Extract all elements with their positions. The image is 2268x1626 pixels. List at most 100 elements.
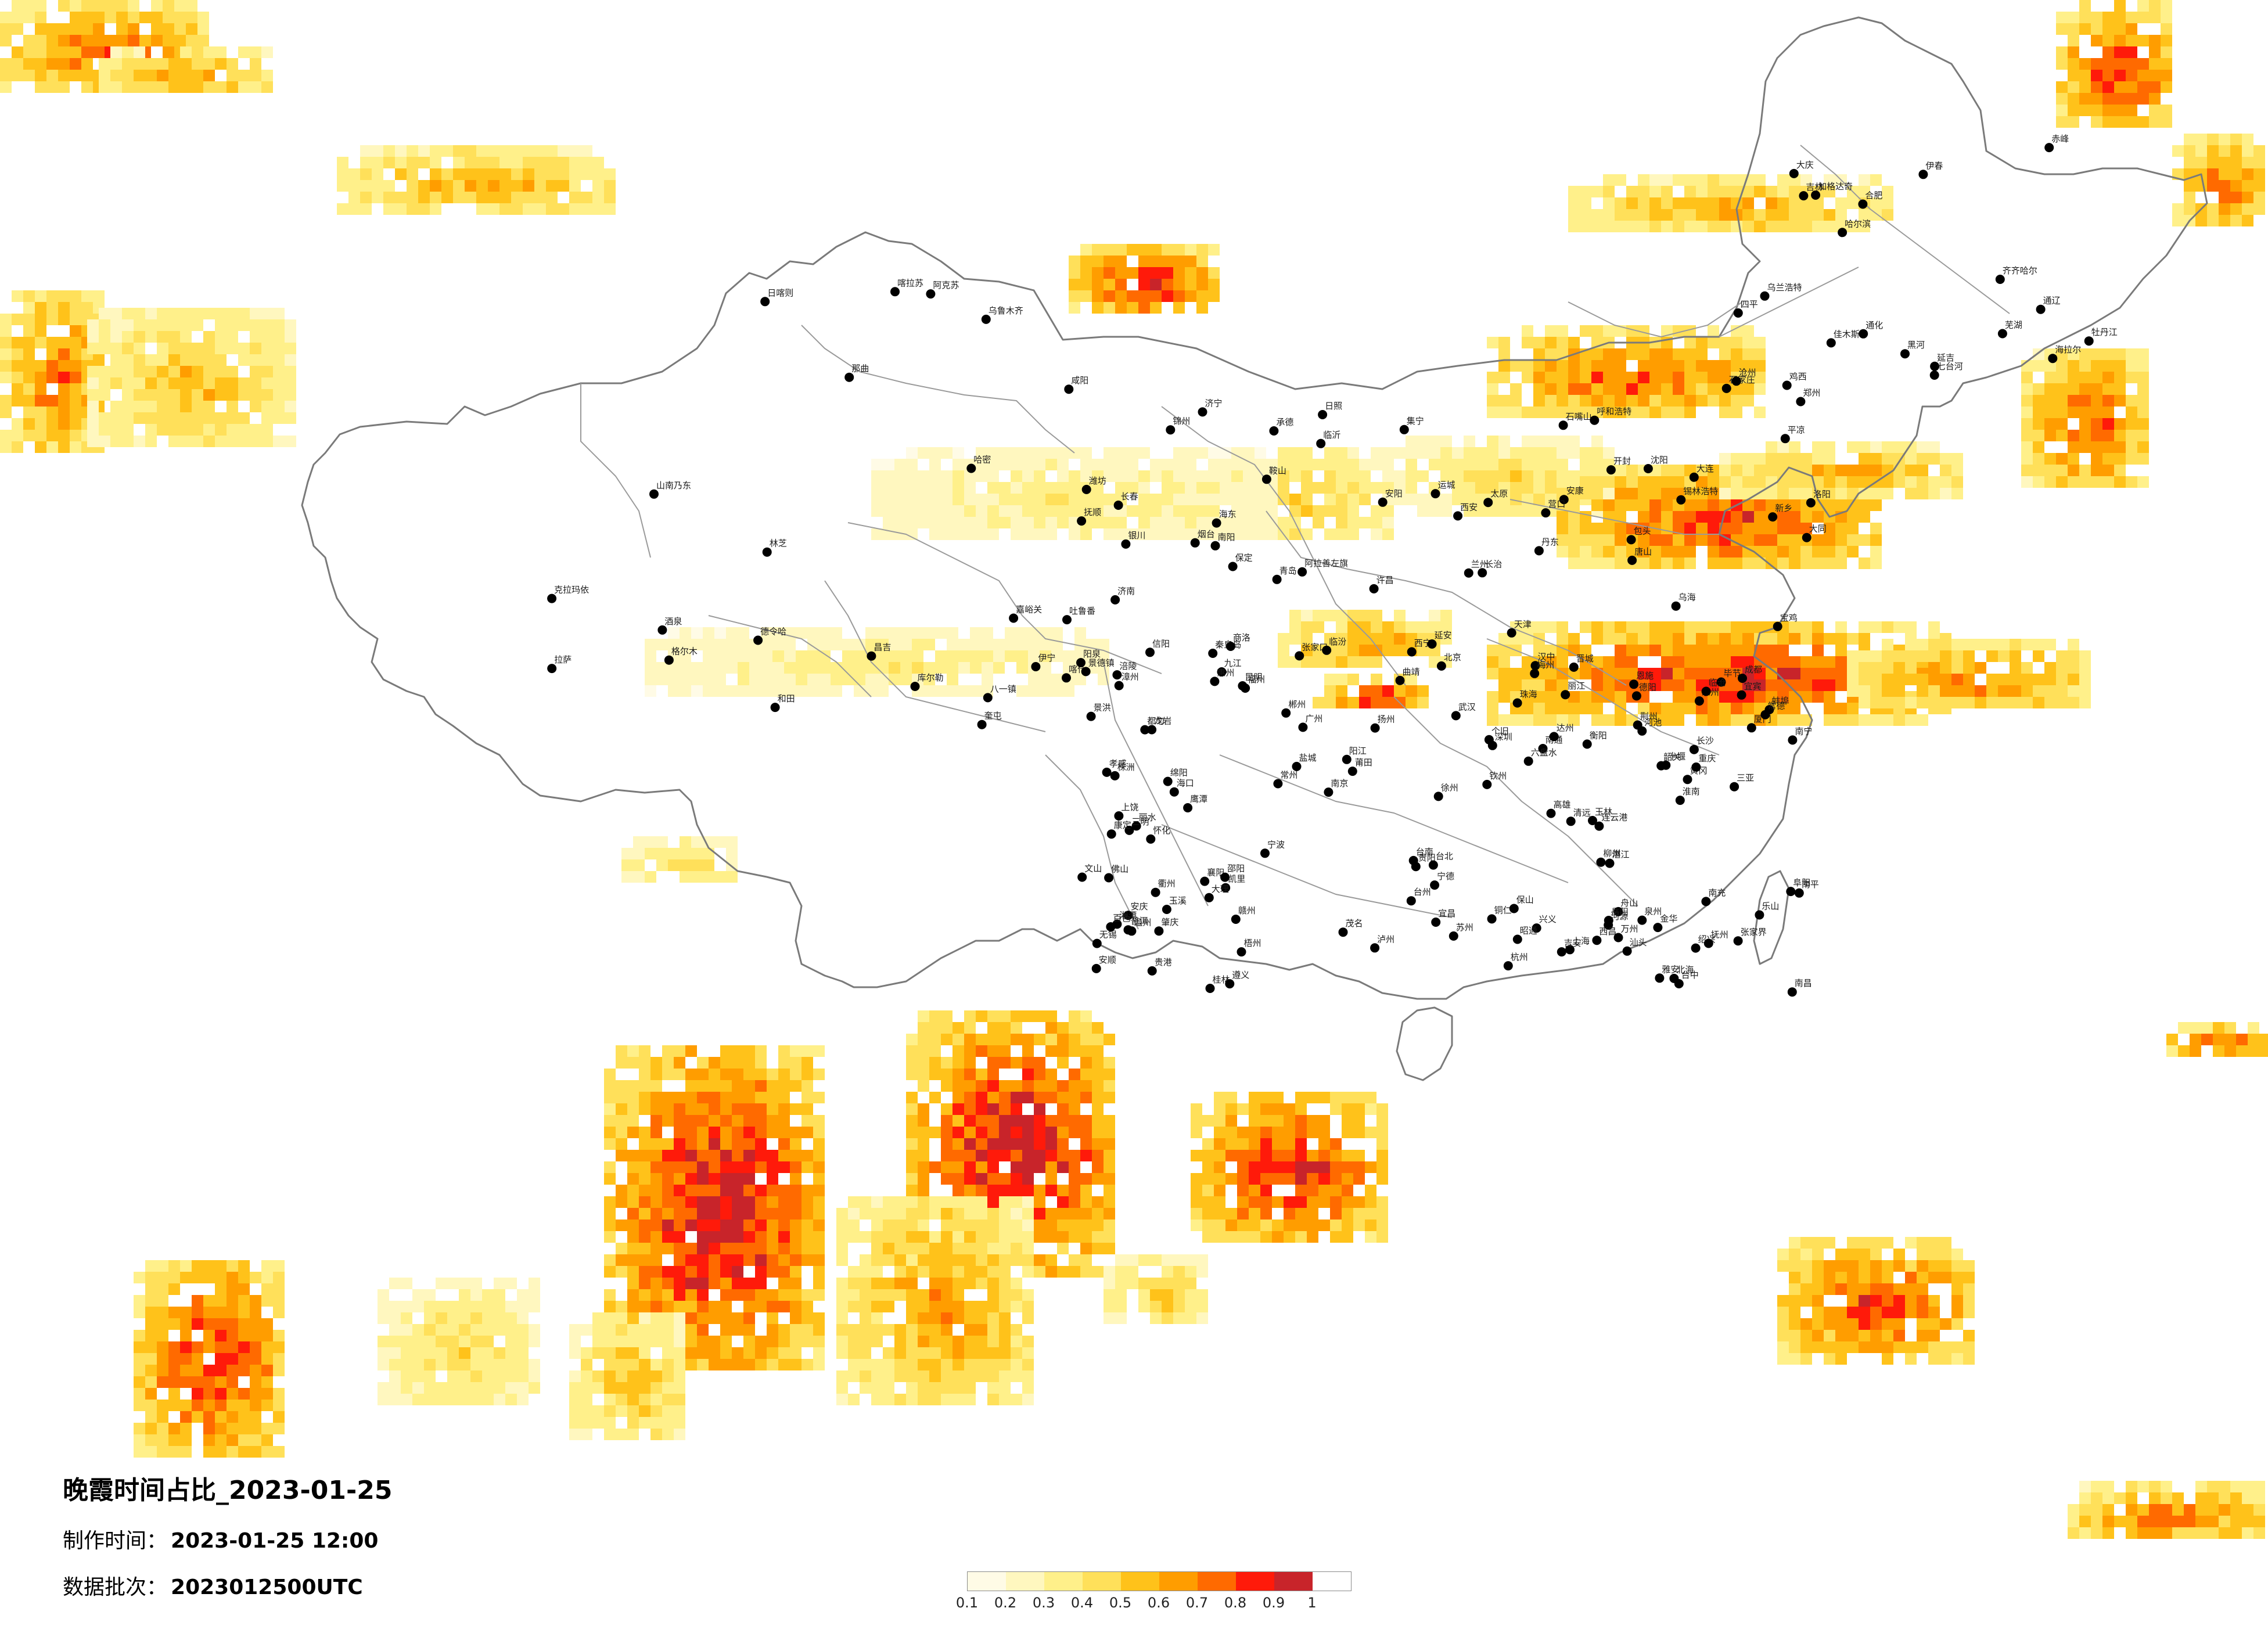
- city-label: 德令哈: [760, 627, 786, 637]
- heat-cell: [1859, 453, 1870, 465]
- heat-cell: [1045, 459, 1057, 470]
- heat-cell: [1847, 441, 1859, 453]
- heat-cell: [2253, 145, 2265, 157]
- heat-cell: [1545, 372, 1557, 383]
- heat-cell: [1742, 360, 1754, 372]
- heat-cell: [918, 1254, 929, 1266]
- heat-cell: [285, 436, 296, 447]
- heat-cell: [430, 145, 441, 157]
- heat-cell: [93, 23, 105, 35]
- heat-cell: [953, 1394, 964, 1405]
- heat-cell: [0, 35, 12, 46]
- heat-cell: [784, 627, 796, 639]
- heat-cell: [227, 366, 238, 377]
- heat-cell: [2201, 1022, 2213, 1034]
- heat-cell: [70, 383, 81, 395]
- heat-cell: [726, 871, 738, 883]
- city-label: 石嘴山: [1566, 411, 1592, 422]
- heat-cell: [1928, 1272, 1940, 1283]
- heat-cell: [976, 470, 987, 482]
- heat-cell: [1243, 505, 1255, 517]
- heat-cell: [1150, 1289, 1162, 1301]
- heat-cell: [592, 168, 604, 180]
- heat-cell: [720, 1231, 732, 1243]
- heat-cell: [906, 1359, 918, 1370]
- heat-cell: [1051, 685, 1063, 697]
- heat-cell: [261, 436, 273, 447]
- heat-cell: [1754, 337, 1766, 348]
- heat-cell: [192, 81, 203, 93]
- heat-cell: [1719, 499, 1731, 511]
- heat-cell: [953, 1034, 964, 1045]
- heat-cell: [418, 203, 430, 215]
- heat-cell: [1986, 685, 1998, 697]
- heat-cell: [1928, 441, 1940, 453]
- heat-cell: [860, 1347, 871, 1359]
- heat-cell: [1237, 1220, 1249, 1231]
- city-label: 奎屯: [984, 711, 1002, 721]
- heat-cell: [1626, 633, 1638, 645]
- heat-cell: [1092, 482, 1104, 494]
- heat-cell: [203, 1341, 215, 1353]
- heat-cell: [238, 1411, 250, 1423]
- heat-cell: [1928, 685, 1940, 697]
- heat-cell: [2242, 203, 2253, 215]
- heat-cell: [860, 1278, 871, 1289]
- heat-cell: [1191, 1103, 1202, 1115]
- heat-cell: [35, 372, 46, 383]
- heat-cell: [1673, 523, 1684, 534]
- heat-cell: [1406, 436, 1417, 447]
- heat-cell: [767, 1069, 778, 1080]
- heat-cell: [604, 1429, 616, 1440]
- heat-cell: [1649, 499, 1661, 511]
- heat-cell: [1824, 1330, 1835, 1341]
- heat-cell: [813, 1312, 825, 1324]
- heat-cell: [488, 180, 499, 192]
- heat-cell: [0, 360, 12, 372]
- heat-cell: [122, 424, 134, 436]
- heat-cell: [81, 46, 93, 58]
- heat-cell: [1040, 674, 1051, 685]
- heat-cell: [238, 1400, 250, 1411]
- heat-cell: [470, 1382, 482, 1394]
- heat-cell: [1951, 1341, 1963, 1353]
- heat-cell: [1080, 1057, 1092, 1069]
- heat-cell: [2126, 23, 2137, 35]
- city-label: 郑州: [1803, 388, 1820, 398]
- heat-cell: [639, 1080, 650, 1092]
- heat-cell: [2137, 430, 2149, 441]
- heat-cell: [871, 1266, 883, 1278]
- heat-cell: [360, 145, 372, 157]
- heat-cell: [1812, 1249, 1824, 1260]
- heat-cell: [2126, 395, 2137, 406]
- heat-cell: [1162, 290, 1173, 302]
- heat-cell: [2184, 1527, 2195, 1539]
- heat-cell: [250, 70, 261, 81]
- heat-cell: [592, 180, 604, 192]
- heat-cell: [46, 314, 58, 325]
- heat-cell: [906, 1231, 918, 1243]
- heat-cell: [180, 1318, 192, 1330]
- heat-cell: [912, 639, 923, 650]
- heat-cell: [697, 1312, 709, 1324]
- heat-cell: [1318, 1150, 1330, 1161]
- heat-cell: [12, 383, 23, 395]
- heat-cell: [1249, 1231, 1260, 1243]
- heat-cell: [1777, 645, 1789, 656]
- heat-cell: [430, 192, 441, 203]
- heat-cell: [1510, 668, 1522, 679]
- heat-cell: [918, 1022, 929, 1034]
- heat-cell: [1708, 511, 1719, 523]
- heat-cell: [1603, 546, 1615, 557]
- heat-cell: [2184, 145, 2195, 157]
- heat-cell: [918, 1324, 929, 1336]
- heat-cell: [1557, 360, 1568, 372]
- heat-cell: [2044, 465, 2056, 476]
- heat-cell: [23, 290, 35, 302]
- heat-cell: [813, 1266, 825, 1278]
- heat-cell: [604, 1289, 616, 1301]
- heat-cell: [2033, 476, 2044, 488]
- heat-cell: [197, 12, 209, 23]
- heat-cell: [1301, 447, 1313, 459]
- heat-cell: [947, 674, 958, 685]
